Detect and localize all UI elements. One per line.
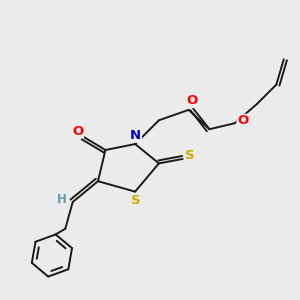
Text: S: S [185,149,195,162]
Text: S: S [131,194,140,207]
Text: O: O [72,125,83,138]
Text: H: H [56,193,66,206]
Text: N: N [130,129,141,142]
Text: O: O [186,94,197,107]
Text: O: O [237,114,248,128]
